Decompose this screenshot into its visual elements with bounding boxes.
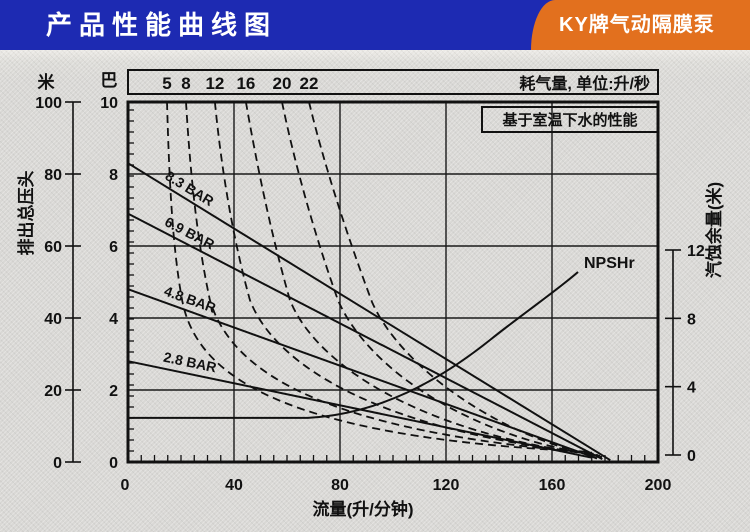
- air-curve: [308, 101, 603, 458]
- meters-tick-label: 40: [44, 311, 62, 328]
- bar-tick-label: 4: [109, 311, 118, 328]
- bar-tick-label: 8: [109, 167, 118, 184]
- air-curve: [245, 101, 599, 457]
- meters-tick-label: 20: [44, 383, 62, 400]
- gridlines: [128, 102, 658, 462]
- air-value-label: 20: [273, 74, 292, 93]
- air-value-label: 12: [205, 74, 224, 93]
- air-curve: [185, 101, 594, 454]
- air-consumption-values: 5 8 12 16 20 22: [162, 74, 318, 93]
- plot-border: [126, 100, 660, 464]
- brand-badge-label: KY牌气动隔膜泵: [559, 14, 715, 36]
- x-tick-label: 80: [331, 477, 349, 494]
- npsh-axis: [665, 249, 681, 456]
- air-value-label: 5: [162, 74, 171, 93]
- air-value-label: 16: [236, 74, 255, 93]
- meters-tick-label: 0: [53, 455, 62, 472]
- bar-unit-label: 巴: [101, 71, 118, 90]
- air-curve: [281, 101, 601, 457]
- head-curve: [127, 162, 611, 462]
- bar-tick-label: 10: [100, 95, 118, 112]
- left-axis-title: 排出总压头: [16, 171, 36, 256]
- meters-axis: [65, 101, 81, 463]
- meters-unit-label: 米: [38, 72, 56, 92]
- npsh-curve: [128, 271, 579, 419]
- note-text: 基于室温下水的性能: [501, 111, 637, 129]
- x-tick-label: 120: [433, 477, 460, 494]
- air-curve: [166, 101, 593, 453]
- air-curve: [214, 101, 597, 455]
- air-value-label: 22: [300, 74, 319, 93]
- head-curve-label: 2.8 BAR: [162, 349, 218, 376]
- meters-tick-label: 100: [35, 95, 62, 112]
- x-tick-label: 160: [539, 477, 566, 494]
- x-tick-label: 40: [225, 477, 243, 494]
- head-curve: [127, 212, 603, 461]
- right-axis-title: 汽蚀余量(米): [704, 182, 724, 278]
- npsh-tick-label: 12: [687, 243, 705, 260]
- npshr-curve-label: NPSHr: [584, 255, 635, 272]
- bar-tick-label: 2: [109, 383, 118, 400]
- meters-tick-label: 60: [44, 239, 62, 256]
- x-tick-label: 0: [121, 477, 130, 494]
- bar-tick-label: 6: [109, 239, 118, 256]
- meters-tick-label: 80: [44, 167, 62, 184]
- brand-badge: KY牌气动隔膜泵: [531, 0, 750, 50]
- bar-tick-label: 0: [109, 455, 118, 472]
- note-box: [481, 106, 659, 133]
- air-value-label: 8: [181, 74, 190, 93]
- npsh-tick-label: 4: [687, 380, 696, 397]
- npsh-tick-label: 8: [687, 311, 696, 328]
- air-consumption-band: [127, 69, 659, 95]
- x-axis-title: 流量(升/分钟): [312, 499, 413, 519]
- x-tick-label: 200: [645, 477, 672, 494]
- npsh-tick-label: 0: [687, 448, 696, 465]
- page-title: 产品性能曲线图: [46, 10, 278, 40]
- air-consumption-title: 耗气量, 单位:升/秒: [519, 74, 650, 93]
